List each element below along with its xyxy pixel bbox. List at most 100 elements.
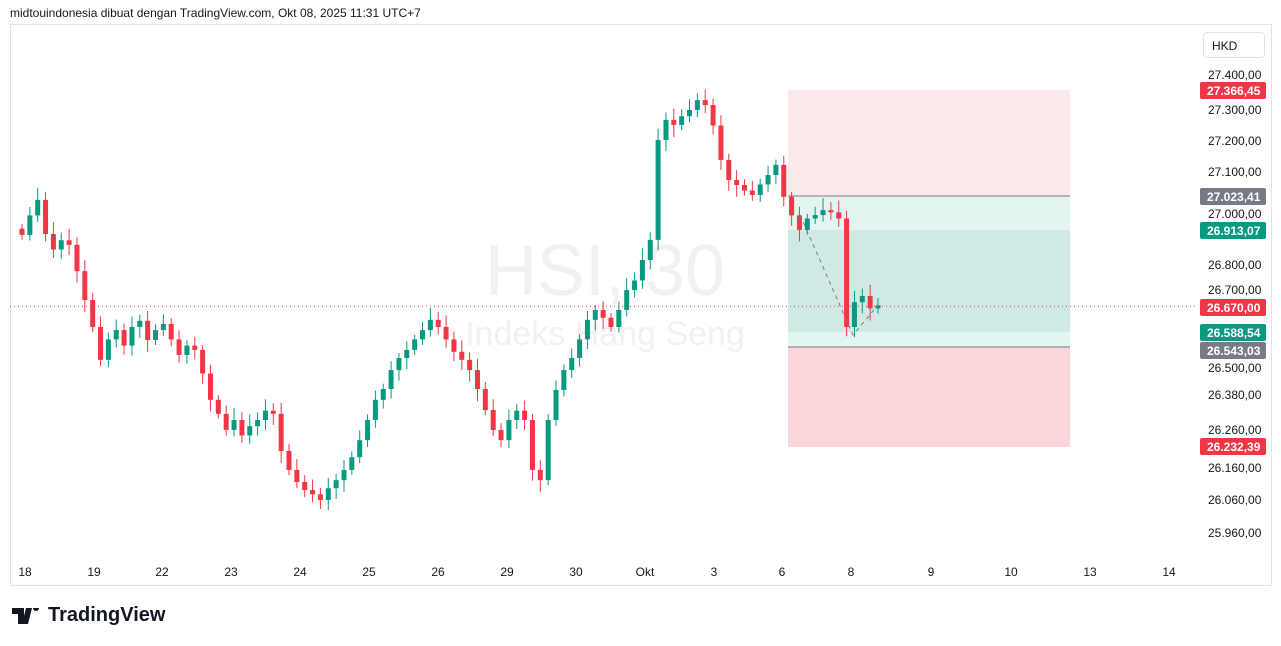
candle-body bbox=[215, 399, 221, 414]
y-tick-label: 26.260,00 bbox=[1208, 423, 1262, 437]
y-tick-label: 26.160,00 bbox=[1208, 461, 1262, 475]
candle-body bbox=[529, 420, 535, 470]
candle-body bbox=[545, 420, 551, 481]
candle-body bbox=[388, 370, 394, 389]
watermark-symbol: HSI, 30 bbox=[485, 231, 725, 311]
candle-body bbox=[781, 164, 787, 197]
candle-body bbox=[380, 389, 386, 400]
candle-body bbox=[600, 309, 606, 318]
candle-body bbox=[765, 175, 771, 185]
candle-body bbox=[443, 327, 449, 340]
candle-body bbox=[341, 469, 347, 481]
price-label-bg bbox=[1200, 222, 1266, 239]
candle-body bbox=[726, 159, 732, 181]
x-tick-label: 30 bbox=[569, 565, 583, 579]
candle-body bbox=[702, 100, 708, 106]
x-tick-label: 29 bbox=[500, 565, 514, 579]
candle-body bbox=[875, 305, 881, 309]
x-tick-label: 9 bbox=[928, 565, 935, 579]
candle-body bbox=[270, 410, 276, 414]
price-label: 26.913,07 bbox=[1207, 224, 1261, 238]
candle-body bbox=[616, 309, 622, 327]
price-label: 26.543,03 bbox=[1207, 344, 1261, 358]
candle-body bbox=[278, 413, 284, 451]
candle-body bbox=[836, 212, 842, 219]
position-zone-0 bbox=[788, 90, 1070, 196]
candle-body bbox=[773, 164, 779, 176]
candle-body bbox=[129, 327, 135, 346]
candle-body bbox=[58, 240, 64, 250]
x-tick-label: 3 bbox=[711, 565, 718, 579]
candle-body bbox=[396, 358, 402, 371]
candle-body bbox=[231, 420, 237, 430]
tradingview-logo[interactable]: TradingView bbox=[12, 604, 165, 627]
position-zone-4 bbox=[788, 347, 1070, 447]
x-tick-label: 22 bbox=[155, 565, 169, 579]
candle-body bbox=[694, 100, 700, 110]
x-tick-label: 18 bbox=[18, 565, 32, 579]
candle-body bbox=[255, 420, 261, 427]
y-tick-label: 26.060,00 bbox=[1208, 493, 1262, 507]
candle-body bbox=[844, 218, 850, 327]
candle-body bbox=[372, 399, 378, 420]
candle-body bbox=[632, 280, 638, 291]
x-tick-label: 23 bbox=[224, 565, 238, 579]
candle-body bbox=[223, 413, 229, 430]
tradingview-logo-icon bbox=[12, 607, 39, 624]
candle-body bbox=[310, 490, 316, 495]
candle-body bbox=[317, 494, 323, 500]
y-tick-label: 26.380,00 bbox=[1208, 388, 1262, 402]
x-tick-label: 26 bbox=[431, 565, 445, 579]
candle-body bbox=[796, 215, 802, 230]
price-label-bg bbox=[1200, 188, 1266, 205]
y-tick-label: 27.000,00 bbox=[1208, 207, 1262, 221]
position-zone-2 bbox=[788, 230, 1070, 332]
candle-body bbox=[19, 228, 25, 235]
x-tick-label: 25 bbox=[362, 565, 376, 579]
candle-body bbox=[82, 271, 88, 301]
candle-body bbox=[749, 190, 755, 195]
candle-body bbox=[184, 345, 190, 355]
candle-body bbox=[514, 410, 520, 420]
candle-body bbox=[207, 373, 213, 400]
candle-body bbox=[647, 239, 653, 261]
price-label: 26.232,39 bbox=[1207, 440, 1261, 454]
x-tick-label: 24 bbox=[293, 565, 307, 579]
y-tick-label: 27.100,00 bbox=[1208, 165, 1262, 179]
price-label-bg bbox=[1200, 299, 1266, 316]
candle-body bbox=[537, 469, 543, 481]
candle-body bbox=[655, 140, 661, 240]
candle-body bbox=[812, 215, 818, 219]
candle-body bbox=[121, 330, 127, 346]
candle-body bbox=[420, 330, 426, 340]
candle-body bbox=[679, 116, 685, 125]
y-tick-label: 25.960,00 bbox=[1208, 526, 1262, 540]
candle-body bbox=[137, 320, 143, 327]
candle-body bbox=[90, 300, 96, 327]
position-zone-1 bbox=[788, 196, 1070, 230]
candle-body bbox=[663, 119, 669, 141]
candle-body bbox=[490, 410, 496, 430]
candle-body bbox=[176, 339, 182, 355]
candle-body bbox=[404, 349, 410, 358]
candle-body bbox=[168, 323, 174, 340]
candle-body bbox=[451, 339, 457, 352]
candle-body bbox=[467, 359, 473, 371]
chart-attribution: midtouindonesia dibuat dengan TradingVie… bbox=[10, 6, 421, 20]
x-tick-label: 19 bbox=[87, 565, 101, 579]
candle-body bbox=[624, 290, 630, 310]
currency-button[interactable]: HKD bbox=[1203, 32, 1265, 58]
y-tick-label: 27.400,00 bbox=[1208, 68, 1262, 82]
candle-body bbox=[43, 199, 49, 234]
candle-body bbox=[569, 358, 575, 371]
candle-body bbox=[113, 330, 119, 340]
candle-body bbox=[828, 210, 834, 213]
price-label: 26.670,00 bbox=[1207, 301, 1261, 315]
x-tick-label: 14 bbox=[1162, 565, 1176, 579]
candle-body bbox=[74, 244, 80, 272]
candle-body bbox=[804, 218, 810, 230]
candle-body bbox=[522, 410, 528, 420]
price-label-bg bbox=[1200, 82, 1266, 99]
brand-name: TradingView bbox=[48, 604, 166, 626]
